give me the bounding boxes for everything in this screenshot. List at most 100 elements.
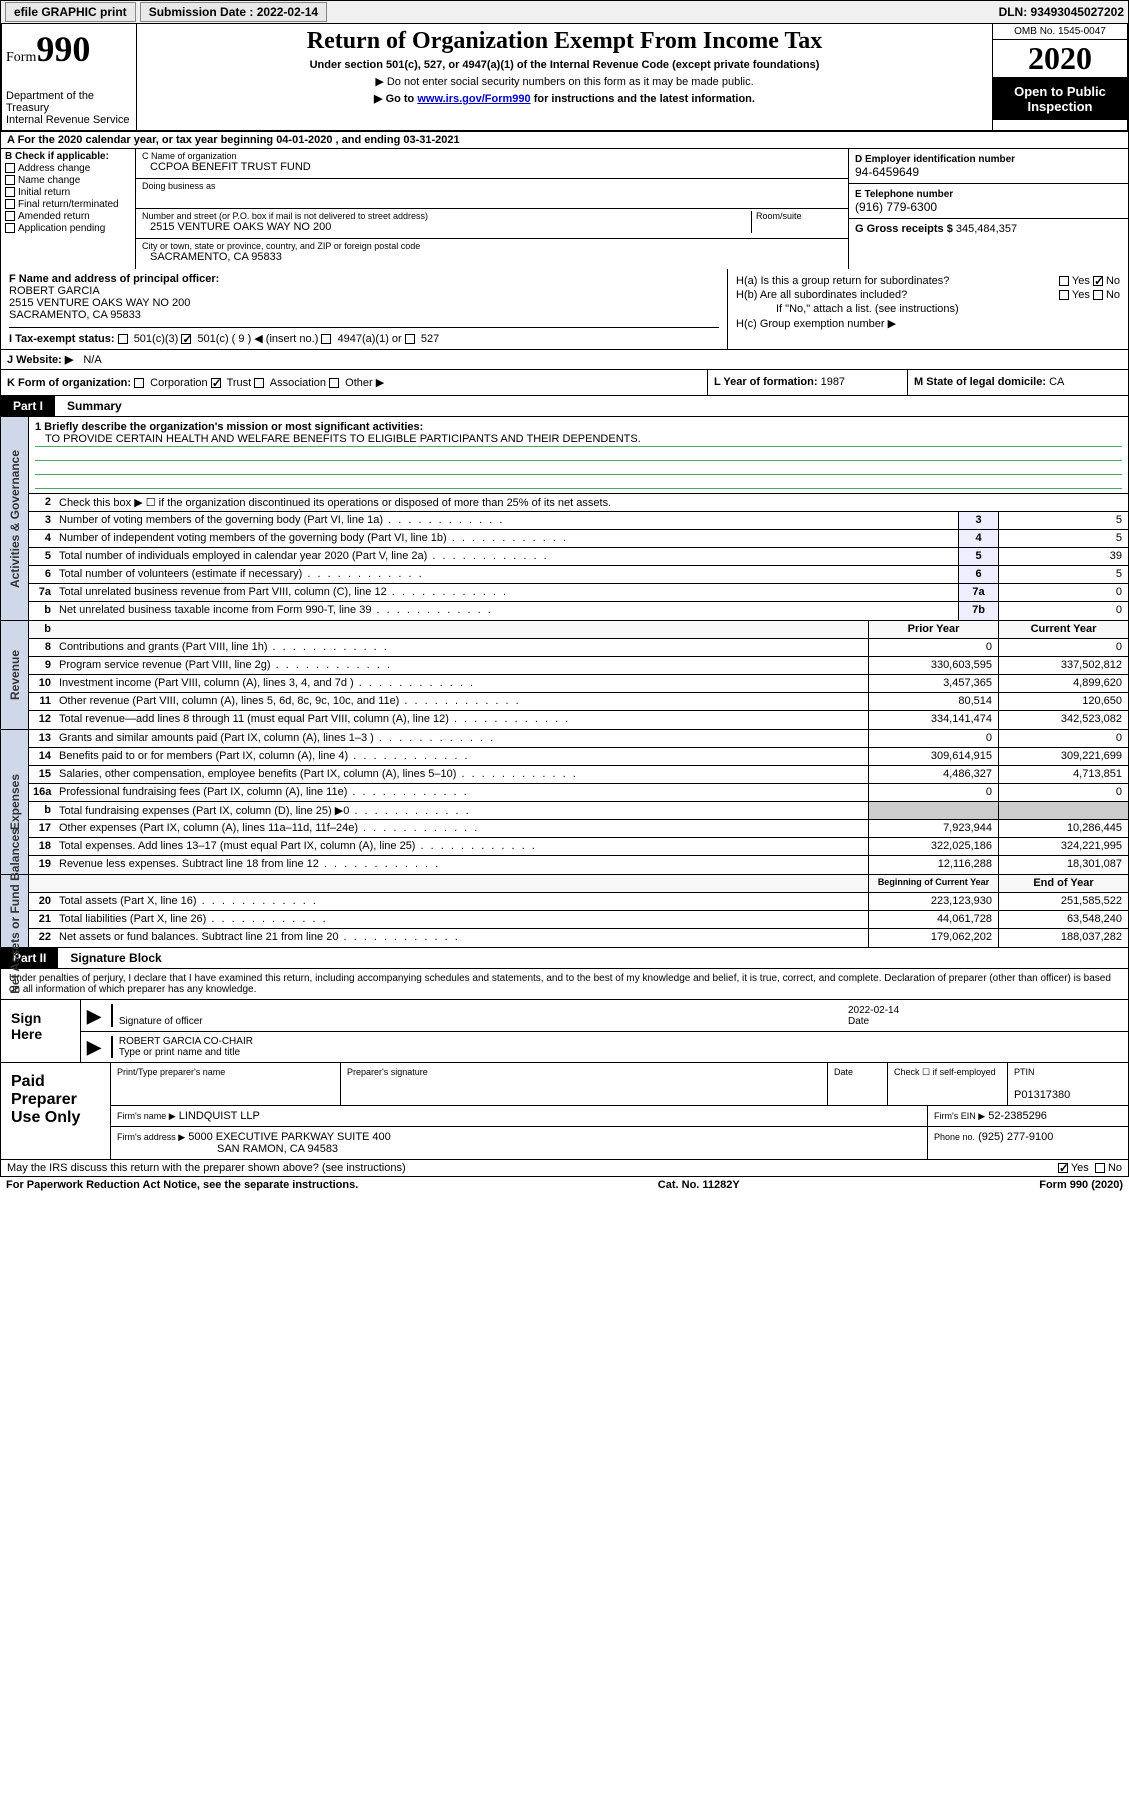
chk-4947[interactable] (321, 334, 331, 344)
opt-corp: Corporation (150, 377, 207, 389)
line-num: 13 (29, 730, 55, 747)
side-label-text: Activities & Governance (8, 449, 22, 587)
chk-other[interactable] (329, 378, 339, 388)
line-box: 7a (958, 584, 998, 601)
row-i-label: I Tax-exempt status: (9, 333, 115, 345)
box-b: B Check if applicable: Address change Na… (1, 149, 136, 269)
sig-date-value: 2022-02-14 (848, 1005, 899, 1016)
opt-527: 527 (421, 333, 439, 345)
line-num: 9 (29, 657, 55, 674)
chk-corp[interactable] (134, 378, 144, 388)
line-val: 0 (998, 602, 1128, 620)
discuss-yes[interactable] (1058, 1163, 1068, 1173)
lbl: Print/Type preparer's name (117, 1067, 334, 1077)
prior-val: 179,062,202 (868, 929, 998, 947)
website-label: J Website: ▶ (7, 353, 73, 366)
hb-no[interactable] (1093, 290, 1103, 300)
line-desc: Number of independent voting members of … (55, 530, 958, 547)
table-row: 3 Number of voting members of the govern… (29, 512, 1128, 530)
state-domicile-label: M State of legal domicile: (914, 376, 1046, 388)
current-val: 10,286,445 (998, 820, 1128, 837)
org-name-cell: C Name of organization CCPOA BENEFIT TRU… (136, 149, 848, 179)
form-num-990: 990 (36, 29, 90, 69)
chk-assoc[interactable] (254, 378, 264, 388)
line-num: 16a (29, 784, 55, 801)
lbl: PTIN (1014, 1067, 1122, 1077)
chk-527[interactable] (405, 334, 415, 344)
prior-val: 44,061,728 (868, 911, 998, 928)
chk-name-change[interactable]: Name change (5, 175, 131, 186)
ha-row: H(a) Is this a group return for subordin… (736, 275, 1120, 287)
irs-link[interactable]: www.irs.gov/Form990 (417, 93, 530, 105)
line-desc: Total expenses. Add lines 13–17 (must eq… (55, 838, 868, 855)
hc-row: H(c) Group exemption number ▶ (736, 317, 1120, 330)
chk-501c3[interactable] (118, 334, 128, 344)
footer-right: Form 990 (2020) (1039, 1179, 1123, 1191)
current-val: 324,221,995 (998, 838, 1128, 855)
ha-label: H(a) Is this a group return for subordin… (736, 275, 1059, 287)
chk-label: Initial return (18, 187, 70, 198)
expenses-section: Expenses 13 Grants and similar amounts p… (0, 730, 1129, 875)
part2-header: Part II Signature Block (0, 948, 1129, 969)
dln-label: DLN: 93493045027202 (999, 5, 1124, 19)
submission-date-value: 2022-02-14 (257, 5, 318, 19)
line-box: 3 (958, 512, 998, 529)
table-row: 13 Grants and similar amounts paid (Part… (29, 730, 1128, 748)
hdr-num (29, 875, 55, 892)
prior-val: 0 (868, 784, 998, 801)
phone-label: E Telephone number (855, 189, 953, 200)
paid-preparer-block: Paid Preparer Use Only Print/Type prepar… (0, 1063, 1129, 1160)
ha-no[interactable] (1093, 276, 1103, 286)
table-row: 8 Contributions and grants (Part VIII, l… (29, 639, 1128, 657)
efile-button[interactable]: efile GRAPHIC print (5, 2, 136, 22)
hb-label: H(b) Are all subordinates included? (736, 289, 1059, 301)
ptin-cell: PTIN P01317380 (1008, 1063, 1128, 1105)
line-num: 18 (29, 838, 55, 855)
discuss-no[interactable] (1095, 1163, 1105, 1173)
box-k: K Form of organization: Corporation Trus… (1, 370, 708, 395)
chk-501c[interactable] (181, 334, 191, 344)
sig-name-label: Type or print name and title (119, 1047, 240, 1058)
line-num: 12 (29, 711, 55, 729)
hb-yes[interactable] (1059, 290, 1069, 300)
gross-receipts-value: 345,484,357 (956, 223, 1017, 235)
lbl: Firm's EIN ▶ (934, 1111, 985, 1121)
line-desc: Investment income (Part VIII, column (A)… (55, 675, 868, 692)
part2-title: Signature Block (58, 948, 1128, 968)
chk-application-pending[interactable]: Application pending (5, 223, 131, 234)
chk-amended-return[interactable]: Amended return (5, 211, 131, 222)
prior-val: 223,123,930 (868, 893, 998, 910)
prior-val: 334,141,474 (868, 711, 998, 729)
no-label: No (1106, 289, 1120, 301)
line-num: 6 (29, 566, 55, 583)
chk-trust[interactable] (211, 378, 221, 388)
ssn-note: ▶ Do not enter social security numbers o… (147, 75, 982, 88)
ha-yes[interactable] (1059, 276, 1069, 286)
chk-address-change[interactable]: Address change (5, 163, 131, 174)
chk-final-return[interactable]: Final return/terminated (5, 199, 131, 210)
table-row: 12 Total revenue—add lines 8 through 11 … (29, 711, 1128, 729)
lbl: Check ☐ if self-employed (894, 1067, 1001, 1078)
chk-label: Name change (18, 175, 80, 186)
city-label: City or town, state or province, country… (142, 241, 842, 251)
sig-date-field: 2022-02-14 Date (842, 1005, 1122, 1027)
sig-officer-field: Signature of officer (111, 1004, 842, 1027)
submission-date-button[interactable]: Submission Date : 2022-02-14 (140, 2, 327, 22)
no-label: No (1106, 275, 1120, 287)
header-right: OMB No. 1545-0047 2020 Open to Public In… (992, 24, 1127, 130)
hdr-desc (55, 875, 868, 892)
officer-addr1: 2515 VENTURE OAKS WAY NO 200 (9, 297, 190, 309)
sig-row-1: ▶ Signature of officer 2022-02-14 Date (81, 1000, 1128, 1032)
discuss-row: May the IRS discuss this return with the… (0, 1160, 1129, 1177)
omb-number: OMB No. 1545-0047 (993, 24, 1127, 40)
governance-rows: 1 Briefly describe the organization's mi… (29, 417, 1128, 620)
line-desc: Total number of individuals employed in … (55, 548, 958, 565)
prior-val: 0 (868, 730, 998, 747)
current-val: 63,548,240 (998, 911, 1128, 928)
q1-label: 1 Briefly describe the organization's mi… (35, 421, 423, 433)
ptin-value: P01317380 (1014, 1089, 1070, 1101)
chk-initial-return[interactable]: Initial return (5, 187, 131, 198)
side-label-text: Revenue (8, 650, 22, 700)
gross-receipts-label: G Gross receipts $ (855, 223, 953, 235)
paid-row-2: Firm's name ▶ LINDQUIST LLP Firm's EIN ▶… (111, 1106, 1128, 1127)
